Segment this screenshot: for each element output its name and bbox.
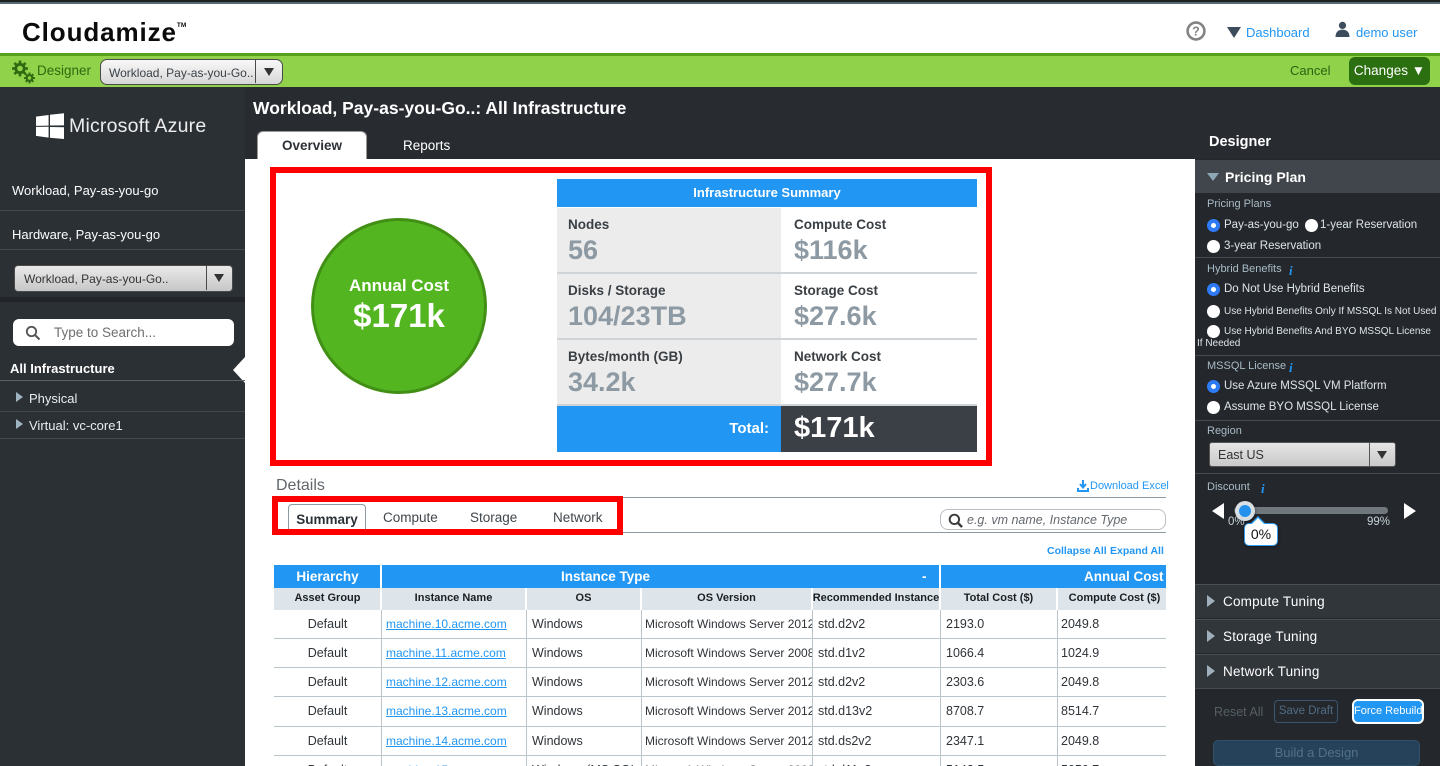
svg-text:?: ? <box>1192 24 1200 38</box>
